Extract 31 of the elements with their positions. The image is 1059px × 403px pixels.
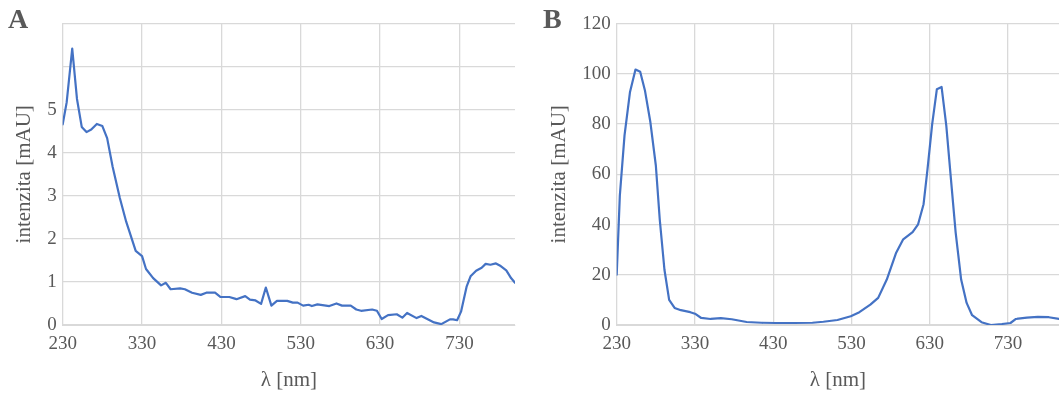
y-tick-label: 0 bbox=[601, 312, 611, 334]
y-axis-title: intenzita [mAU] bbox=[546, 105, 571, 244]
x-tick-label: 330 bbox=[127, 332, 157, 354]
chart-title: A bbox=[8, 3, 29, 35]
x-tick-label: 530 bbox=[837, 332, 866, 354]
y-axis-title: intenzita [mAU] bbox=[11, 105, 36, 244]
y-tick-label: 120 bbox=[582, 11, 611, 33]
x-tick-label: 530 bbox=[286, 332, 315, 354]
x-tick-label: 630 bbox=[365, 332, 395, 354]
y-tick-label: 1 bbox=[47, 269, 57, 291]
x-tick-label: 730 bbox=[445, 332, 474, 354]
y-tick-label: 20 bbox=[591, 262, 611, 284]
x-tick-label: 330 bbox=[680, 332, 710, 354]
x-tick-label: 230 bbox=[48, 332, 77, 354]
y-tick-label: 0 bbox=[47, 312, 57, 334]
y-tick-label: 60 bbox=[591, 162, 611, 184]
y-tick-label: 40 bbox=[591, 212, 611, 234]
y-tick-label: 4 bbox=[47, 140, 58, 162]
y-tick-label: 100 bbox=[582, 61, 611, 83]
x-axis-title: λ [nm] bbox=[809, 366, 866, 391]
y-tick-label: 5 bbox=[47, 97, 57, 119]
x-tick-label: 730 bbox=[993, 332, 1023, 354]
x-tick-label: 630 bbox=[915, 332, 945, 354]
y-tick-label: 3 bbox=[47, 183, 57, 205]
chart-title: B bbox=[543, 3, 562, 35]
x-tick-label: 230 bbox=[602, 332, 631, 354]
x-axis-title: λ [nm] bbox=[260, 366, 317, 391]
x-tick-label: 430 bbox=[207, 332, 236, 354]
x-tick-label: 430 bbox=[759, 332, 788, 354]
y-tick-label: 80 bbox=[591, 112, 611, 134]
y-tick-label: 2 bbox=[47, 226, 57, 248]
